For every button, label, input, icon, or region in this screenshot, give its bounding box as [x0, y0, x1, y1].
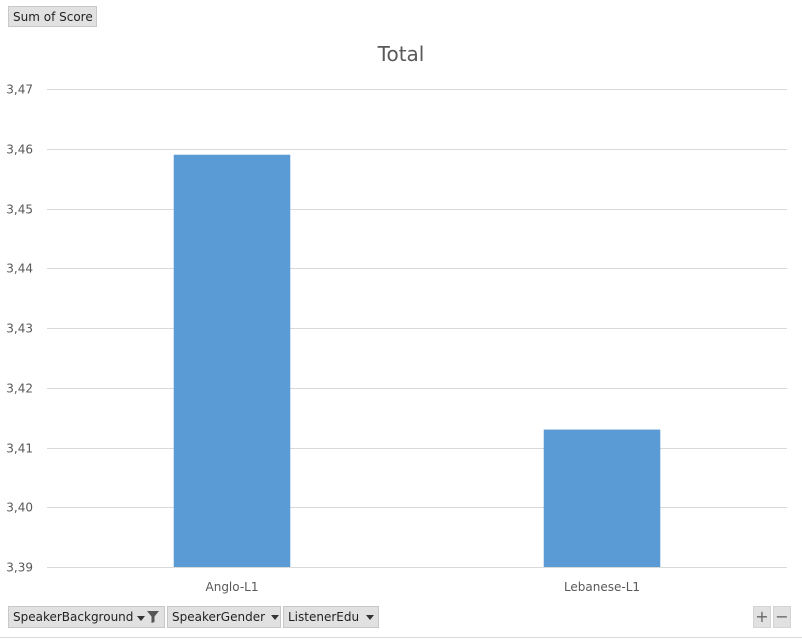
speaker-background-label: SpeakerBackground: [13, 610, 134, 624]
chevron-down-icon[interactable]: [366, 614, 374, 620]
y-tick-label: 3,39: [6, 561, 33, 575]
speaker-background-field-button[interactable]: SpeakerBackground: [8, 606, 165, 628]
chevron-down-icon[interactable]: [271, 614, 280, 620]
y-tick-label: 3,43: [6, 322, 33, 336]
expand-field-button[interactable]: +: [753, 606, 771, 628]
listener-edu-field-button[interactable]: ListenerEdu: [283, 606, 379, 628]
filter-funnel-icon: [147, 611, 159, 623]
bottom-divider: [0, 637, 802, 638]
listener-edu-label: ListenerEdu: [288, 610, 360, 624]
x-tick-label: Lebanese-L1: [564, 580, 640, 594]
value-field-label: Sum of Score: [13, 9, 93, 24]
gridlines: [47, 89, 787, 568]
y-axis-tick-labels: 3,39 3,40 3,41 3,42 3,43 3,44 3,45 3,46 3,47: [6, 83, 33, 575]
filter-dropdown[interactable]: [135, 610, 160, 624]
expand-collapse-buttons: + −: [753, 606, 791, 628]
y-tick-label: 3,47: [6, 83, 33, 97]
bar-lebanese-l1: [543, 429, 661, 567]
bars: [173, 154, 661, 567]
y-tick-label: 3,42: [6, 382, 33, 396]
y-tick-label: 3,45: [6, 203, 33, 217]
speaker-gender-field-button[interactable]: SpeakerGender: [167, 606, 281, 628]
chevron-down-icon: [137, 616, 145, 621]
x-tick-label: Anglo-L1: [206, 580, 259, 594]
y-tick-label: 3,40: [6, 501, 33, 515]
y-tick-label: 3,41: [6, 442, 33, 456]
axis-field-buttons: SpeakerBackground SpeakerGender Listener…: [8, 606, 379, 628]
collapse-field-button[interactable]: −: [773, 606, 791, 628]
chart-title: Total: [377, 42, 425, 66]
value-field-button[interactable]: Sum of Score: [8, 6, 97, 27]
x-axis-tick-labels: Anglo-L1 Lebanese-L1: [206, 580, 641, 594]
bar-anglo-l1: [173, 154, 291, 567]
y-tick-label: 3,46: [6, 143, 33, 157]
bar-chart: Total 3,393,403,413,423,433,443,453,463,…: [6, 42, 787, 594]
y-tick-label: 3,44: [6, 262, 33, 276]
speaker-gender-label: SpeakerGender: [172, 610, 266, 624]
